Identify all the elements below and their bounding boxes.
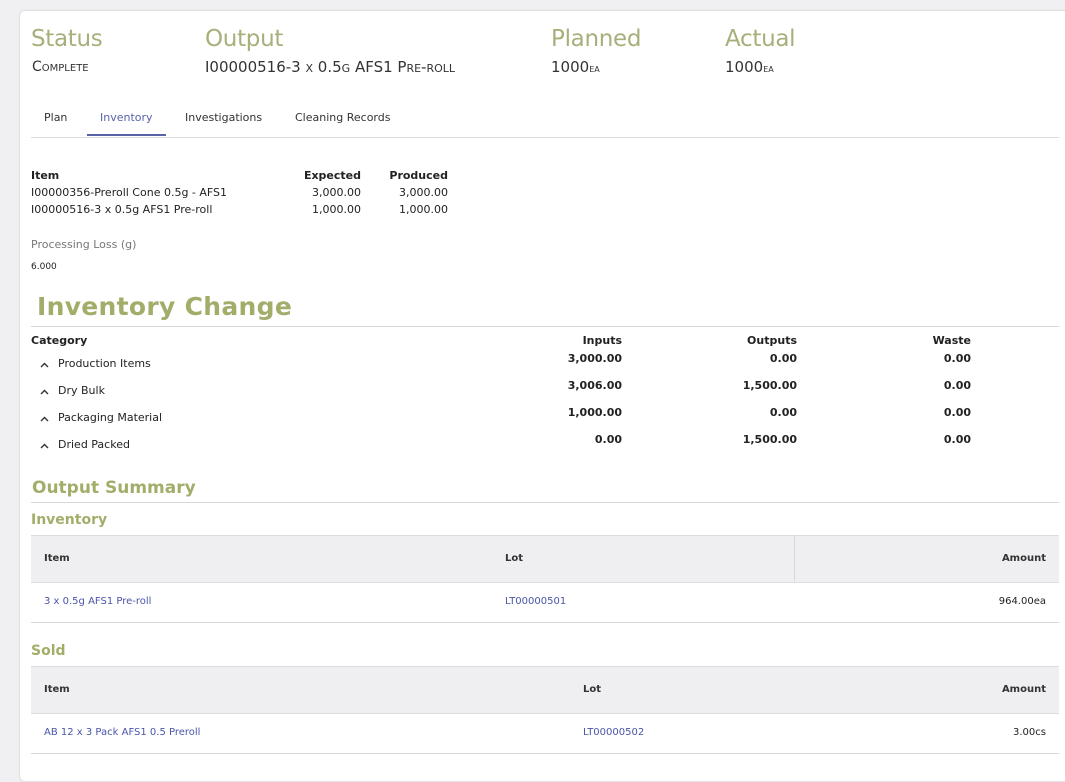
inv-row-amount: 964.00ea [998,596,1046,607]
inv-header-lot[interactable]: Lot [505,553,524,564]
output-sold-title: Sold [31,643,66,659]
ic-row-inputs: 3,006.00 [567,379,622,392]
output-summary-title: Output Summary [32,478,196,498]
items-row-expected: 3,000.00 [312,186,361,199]
ic-row-outputs: 1,500.00 [742,379,797,392]
ic-row-waste: 0.00 [943,406,971,419]
inventory-table-header [31,535,1059,583]
order-detail-card [19,10,1065,782]
inventory-change-title: Inventory Change [37,292,293,321]
ic-header-category: Category [31,334,88,347]
actual-label: Actual [725,26,796,52]
processing-loss-label: Processing Loss (g) [31,238,137,251]
chevron-up-icon[interactable] [38,387,51,397]
status-label: Status [31,26,103,52]
tab-divider [31,137,1059,138]
planned-label: Planned [551,26,642,52]
items-row-produced: 3,000.00 [399,186,448,199]
output-inventory-title: Inventory [31,512,108,528]
row-divider [31,622,1059,623]
ic-row-outputs: 0.00 [769,406,797,419]
ic-row-waste: 0.00 [943,379,971,392]
active-tab-indicator [87,134,166,136]
ic-row-inputs: 1,000.00 [567,406,622,419]
ic-row-outputs: 1,500.00 [742,433,797,446]
chevron-up-icon[interactable] [38,441,51,451]
ic-header-inputs: Inputs [582,334,622,347]
sold-header-item[interactable]: Item [44,684,70,695]
items-header-expected: Expected [303,169,361,182]
ic-row-category[interactable]: Dry Bulk [58,384,105,397]
tab-inventory[interactable]: Inventory [100,111,153,124]
items-row-item: I00000356-Preroll Cone 0.5g - AFS1 [31,186,228,199]
sold-row-amount: 3.00cs [1013,727,1046,738]
inv-header-item[interactable]: Item [44,553,70,564]
tab-plan[interactable]: Plan [44,111,68,124]
planned-value: 1000ea [551,58,600,76]
ic-row-waste: 0.00 [943,352,971,365]
items-row-item: I00000516-3 x 0.5g AFS1 Pre-roll [31,203,213,216]
sold-row-item-link[interactable]: AB 12 x 3 Pack AFS1 0.5 Preroll [44,727,201,738]
sold-header-amount[interactable]: Amount [1001,684,1046,695]
items-row-expected: 1,000.00 [312,203,361,216]
chevron-up-icon[interactable] [38,414,51,424]
ic-header-outputs: Outputs [747,334,797,347]
output-summary-divider [31,502,1059,503]
chevron-up-icon[interactable] [38,360,51,370]
ic-row-category[interactable]: Dried Packed [58,438,130,451]
ic-row-inputs: 0.00 [594,433,622,446]
inventory-change-divider [31,326,1059,327]
inv-header-amount[interactable]: Amount [1001,553,1046,564]
status-value: Complete [32,59,89,75]
inv-row-item-link[interactable]: 3 x 0.5g AFS1 Pre-roll [44,596,152,607]
actual-value: 1000ea [725,58,774,76]
ic-header-waste: Waste [932,334,971,347]
ic-row-category[interactable]: Packaging Material [58,411,163,424]
items-header-item: Item [31,169,60,182]
row-divider [31,753,1059,754]
inv-row-lot-link[interactable]: LT00000501 [505,596,567,607]
tab-cleaning-records[interactable]: Cleaning Records [295,111,391,124]
items-row-produced: 1,000.00 [399,203,448,216]
output-value: I00000516-3 x 0.5g AFS1 Pre-roll [205,58,456,76]
sold-header-lot[interactable]: Lot [583,684,602,695]
ic-row-waste: 0.00 [943,433,971,446]
sold-row-lot-link[interactable]: LT00000502 [583,727,645,738]
processing-loss-value: 6.000 [31,262,57,272]
sold-table-header [31,666,1059,714]
ic-row-outputs: 0.00 [769,352,797,365]
ic-row-inputs: 3,000.00 [567,352,622,365]
tab-investigations[interactable]: Investigations [185,111,263,124]
ic-row-category[interactable]: Production Items [58,357,151,370]
column-divider [794,536,795,581]
items-header-produced: Produced [389,169,448,182]
output-label: Output [205,26,284,52]
